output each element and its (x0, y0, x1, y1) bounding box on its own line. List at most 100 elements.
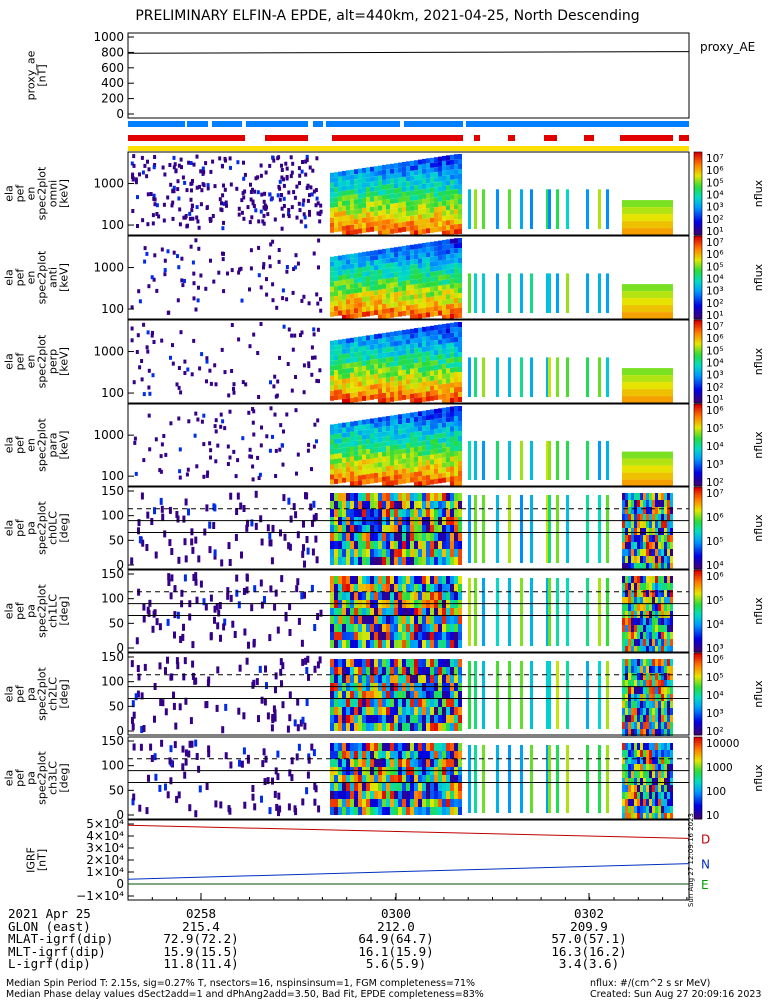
spectrogram-cell (287, 327, 291, 332)
spectrogram-cell (454, 624, 458, 632)
spectrogram-cell (643, 500, 646, 507)
spectrogram-cell (362, 187, 366, 193)
spectrogram-cell (166, 656, 169, 664)
spectrogram-cell (370, 463, 374, 469)
spectrogram-cell (442, 279, 446, 285)
spectrogram-cell (350, 426, 354, 432)
spectrogram-cell (450, 481, 454, 487)
spectrogram-cell (430, 576, 434, 584)
spectrogram-cell (342, 398, 346, 404)
spectrogram-cell (334, 463, 338, 469)
spectrogram-cell (454, 278, 458, 284)
spectrogram-cell (625, 542, 628, 549)
spectrogram-cell (170, 203, 174, 208)
spectrogram-cell (402, 161, 406, 167)
spectrogram-cell (334, 584, 338, 592)
spectrogram-cell (394, 336, 398, 342)
spectrogram-cell (634, 646, 637, 653)
spectrogram-cell (661, 200, 664, 208)
spectrogram-cell (670, 659, 673, 666)
spectrogram-cell (366, 525, 370, 533)
spectrogram-cell (177, 556, 181, 564)
spectrogram-cell (450, 184, 454, 190)
spectrogram-cell (438, 433, 442, 439)
spectrogram-cell (670, 701, 673, 708)
spectrogram-cell (655, 493, 658, 500)
spectrogram-cell (442, 699, 446, 707)
spectrogram-cell (268, 264, 272, 269)
spectrogram-cell (303, 722, 307, 730)
spectrogram-cell (366, 454, 370, 460)
spectrogram-cell (338, 344, 342, 350)
spectrogram-cell (130, 326, 134, 331)
spectrogram-cell (450, 446, 454, 452)
spectrogram-cell (664, 625, 667, 632)
spectrogram-cell (370, 675, 374, 683)
spectrogram-cell (643, 305, 646, 313)
spectrogram-cell (354, 194, 358, 200)
spectrogram-cell (406, 226, 410, 232)
spectrogram-cell (438, 295, 442, 301)
spectrogram-cell (622, 563, 625, 570)
spectrogram-cell (442, 309, 446, 315)
spectrogram-cell (394, 396, 398, 402)
spectrogram-cell (209, 448, 213, 453)
spectrogram-cell (398, 474, 402, 480)
spectrogram-cell (140, 692, 144, 700)
spectrogram-cell (378, 775, 382, 783)
spectrogram-cell (130, 161, 134, 166)
spectrogram-cell (354, 723, 358, 731)
spectrogram-cell (414, 398, 418, 404)
spectrogram-cell (410, 274, 414, 280)
spectrogram-cell (438, 691, 442, 699)
spectrogram-cell (366, 360, 370, 366)
spectrogram-cell (442, 348, 446, 354)
spectrogram-cell (261, 219, 265, 224)
spectrogram-cell (422, 450, 426, 456)
spectrogram-cell (643, 687, 646, 694)
spectrogram-cell (338, 438, 342, 444)
spectrogram-cell (177, 163, 181, 168)
spectrogram-cell (149, 743, 153, 751)
spectrogram-cell (482, 745, 485, 813)
spectrogram-cell (370, 359, 374, 365)
spectrogram-cell (338, 265, 342, 271)
spectrogram-cell (625, 708, 628, 715)
spectrogram-cell (346, 294, 350, 300)
spectrogram-cell (434, 423, 438, 429)
spectrogram-cell (310, 584, 314, 592)
spectrogram-cell (410, 437, 414, 443)
spectrogram-cell (661, 701, 664, 708)
spectrogram-cell (296, 452, 300, 457)
spectrogram-cell (418, 640, 422, 648)
spectrogram-cell (622, 389, 625, 397)
spectrogram-cell (194, 238, 198, 243)
spectrogram-cell (346, 493, 350, 501)
spectrogram-cell (390, 183, 394, 189)
spectrogram-cell (450, 707, 454, 715)
spectrogram-cell (628, 291, 631, 299)
spectrogram-cell (362, 261, 366, 267)
spectrogram-cell (234, 534, 238, 541)
spectrogram-cell (330, 360, 334, 366)
spectrogram-cell (338, 443, 342, 449)
spectrogram-cell (410, 640, 414, 648)
spectrogram-cell (622, 708, 625, 715)
spectrogram-cell (334, 192, 338, 198)
spectrogram-cell (643, 479, 646, 487)
spectrogram-cell (664, 493, 667, 500)
spectrogram-cell (438, 250, 442, 256)
spectrogram-cell (330, 723, 334, 731)
spectrogram-cell (350, 509, 354, 517)
spectrogram-cell (450, 640, 454, 648)
spectrogram-cell (426, 807, 430, 815)
spectrogram-cell (382, 436, 386, 442)
spectrogram-cell (386, 298, 390, 304)
spectrogram-cell (374, 285, 378, 291)
spectrogram-cell (410, 533, 414, 541)
spectrogram-cell (378, 195, 382, 201)
spectrogram-cell (330, 434, 334, 440)
spectrogram-cell (410, 525, 414, 533)
spectrogram-cell (398, 246, 402, 252)
spectrogram-cell (643, 472, 646, 480)
